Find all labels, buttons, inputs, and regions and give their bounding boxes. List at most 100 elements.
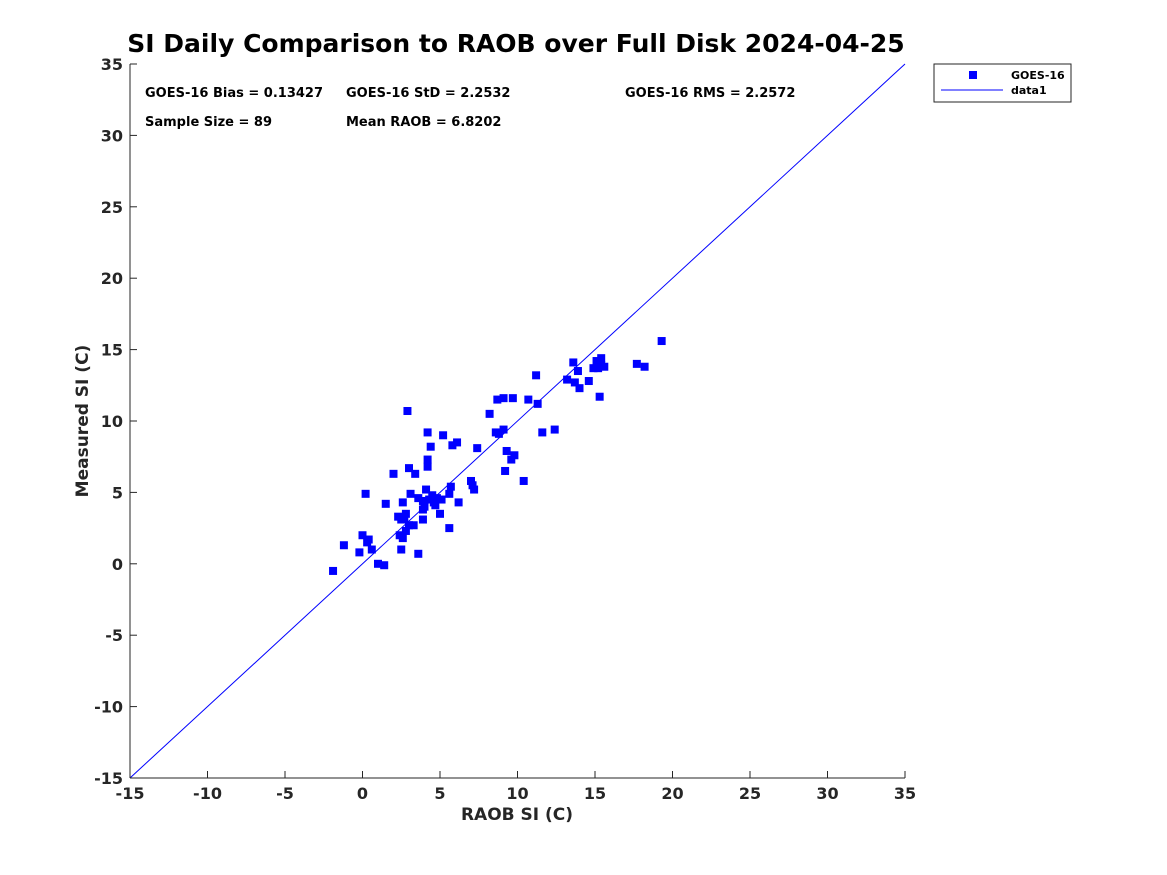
data-point bbox=[657, 337, 666, 346]
data-point bbox=[519, 476, 528, 485]
data-point bbox=[640, 362, 649, 371]
data-point bbox=[533, 399, 542, 408]
x-tick-label: 15 bbox=[584, 784, 606, 803]
data-point bbox=[339, 541, 348, 550]
data-point bbox=[423, 462, 432, 471]
data-point bbox=[405, 464, 413, 473]
data-point bbox=[425, 495, 434, 504]
sample-size-stat: Sample Size = 89 bbox=[145, 115, 272, 130]
data-point bbox=[406, 489, 415, 498]
x-tick-label: 25 bbox=[739, 784, 761, 803]
data-point bbox=[400, 514, 409, 523]
data-point bbox=[448, 441, 457, 450]
rms-stat: GOES-16 RMS = 2.2572 bbox=[625, 86, 795, 101]
data-point bbox=[494, 429, 503, 438]
data-point bbox=[499, 425, 508, 434]
data-point bbox=[632, 359, 641, 368]
data-point bbox=[597, 354, 606, 363]
data-point bbox=[401, 509, 410, 518]
x-tick-label: 10 bbox=[506, 784, 528, 803]
data-point bbox=[329, 566, 338, 575]
legend: GOES-16 data1 bbox=[933, 63, 1072, 103]
legend-marker-goes16 bbox=[969, 71, 977, 79]
data-point bbox=[409, 521, 418, 530]
data-point bbox=[538, 428, 547, 437]
data-point bbox=[575, 384, 584, 393]
data-point bbox=[361, 489, 370, 498]
x-tick-label: 30 bbox=[816, 784, 838, 803]
x-tick-label: -15 bbox=[116, 784, 145, 803]
mean-raob-stat: Mean RAOB = 6.8202 bbox=[346, 115, 501, 130]
data-point bbox=[595, 392, 604, 401]
data-point bbox=[401, 526, 410, 535]
data-point bbox=[439, 431, 448, 440]
data-point bbox=[470, 485, 479, 494]
x-tick-label: 20 bbox=[661, 784, 683, 803]
y-tick-label: -5 bbox=[105, 626, 123, 645]
y-tick-label: 25 bbox=[101, 198, 123, 217]
data-point bbox=[501, 466, 510, 475]
y-axis-ticks: -15 -10 -5 0 5 10 15 20 25 30 35 bbox=[94, 55, 137, 788]
data-point bbox=[510, 451, 519, 460]
legend-label-goes16: GOES-16 bbox=[1011, 69, 1065, 82]
data-point bbox=[592, 357, 601, 366]
data-point bbox=[414, 549, 423, 558]
data-point bbox=[418, 515, 427, 524]
x-tick-label: 5 bbox=[434, 784, 445, 803]
legend-label-data1: data1 bbox=[1011, 84, 1047, 97]
data-point bbox=[358, 531, 367, 540]
data-point bbox=[473, 444, 482, 453]
y-tick-label: 20 bbox=[101, 269, 123, 288]
data-point bbox=[437, 495, 446, 504]
data-point bbox=[423, 455, 432, 464]
data-point bbox=[397, 545, 406, 554]
scatter-points-layer bbox=[329, 337, 666, 575]
data-point bbox=[446, 482, 455, 491]
legend-box bbox=[933, 63, 1072, 103]
y-axis-label: Measured SI (C) bbox=[73, 345, 93, 498]
data-point bbox=[436, 509, 444, 518]
y-tick-label: 10 bbox=[101, 412, 123, 431]
y-tick-label: 35 bbox=[101, 55, 123, 74]
data-point bbox=[600, 362, 609, 371]
data-point bbox=[411, 469, 420, 478]
data-point bbox=[550, 425, 559, 434]
data-point bbox=[367, 545, 376, 554]
data-point bbox=[485, 409, 494, 418]
y-tick-label: 0 bbox=[112, 555, 123, 574]
data-point bbox=[429, 498, 438, 507]
reference-line-layer bbox=[129, 63, 906, 779]
x-axis-label: RAOB SI (C) bbox=[461, 805, 573, 825]
x-axis-ticks: -15 -10 -5 0 5 10 15 20 25 30 35 bbox=[116, 771, 916, 803]
data-point bbox=[355, 548, 364, 557]
y-tick-label: 30 bbox=[101, 126, 123, 145]
data-point bbox=[508, 394, 517, 403]
data-point bbox=[422, 485, 431, 494]
y-tick-label: -10 bbox=[94, 698, 123, 717]
data-point bbox=[374, 559, 382, 568]
data-point bbox=[468, 481, 477, 490]
bias-stat: GOES-16 Bias = 0.13427 bbox=[145, 86, 323, 101]
data-point bbox=[389, 469, 398, 478]
data-point bbox=[584, 377, 593, 386]
data-point bbox=[418, 496, 427, 505]
x-tick-label: 0 bbox=[357, 784, 368, 803]
data-point bbox=[454, 498, 463, 507]
data-point bbox=[532, 371, 541, 380]
data-point bbox=[507, 455, 516, 464]
one-to-one-line bbox=[129, 63, 906, 779]
data-point bbox=[420, 502, 429, 511]
data-point bbox=[445, 524, 454, 533]
data-point bbox=[563, 375, 572, 384]
data-point bbox=[573, 367, 582, 376]
data-point bbox=[432, 494, 441, 503]
x-tick-label: -5 bbox=[276, 784, 294, 803]
data-point bbox=[453, 438, 462, 447]
data-point bbox=[398, 498, 407, 507]
data-point bbox=[398, 534, 407, 543]
data-point bbox=[380, 561, 389, 570]
x-tick-label: 35 bbox=[894, 784, 916, 803]
y-tick-label: 15 bbox=[101, 341, 123, 360]
x-tick-label: -10 bbox=[193, 784, 222, 803]
